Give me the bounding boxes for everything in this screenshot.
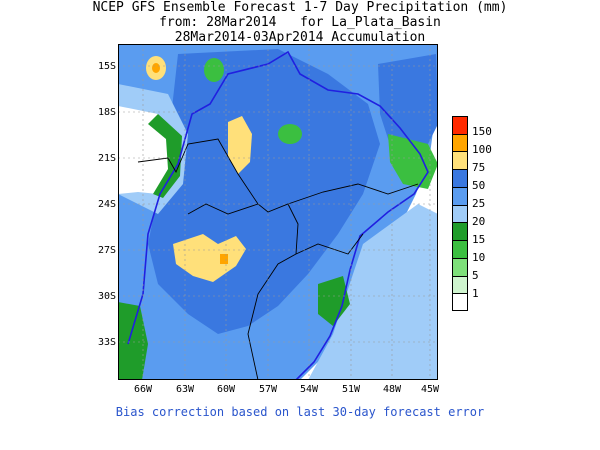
lat-label-30s: 30S [97,291,116,302]
title-line-1: NCEP GFS Ensemble Forecast 1-7 Day Preci… [92,0,508,15]
lon-label-63w: 63W [175,384,195,395]
precip-field-15-west [148,114,182,198]
precipitation-map [118,44,438,381]
legend-swatch [452,151,468,170]
lon-label-60w: 60W [216,384,236,395]
precip-spot-green-2 [204,58,224,82]
title-line-3: 28Mar2014-03Apr2014 Accumulation [174,30,426,45]
lat-label-15s: 15S [97,61,116,72]
legend-swatch [452,169,468,187]
graticule [118,44,438,380]
basin-outline [127,50,429,381]
precip-field-15-coast [318,276,350,326]
precip-max-100-nw [152,63,160,73]
lat-label-21s: 21S [97,153,116,164]
legend-label-5: 5 [472,269,479,282]
precip-max-75-chaco [173,234,246,282]
legend-swatch [452,204,468,223]
legend-swatch [452,186,468,205]
legend-label-20: 20 [472,215,486,228]
bias-correction-note: Bias correction based on last 30-day for… [115,405,485,419]
lon-label-57w: 57W [258,384,278,395]
color-legend [452,116,468,311]
legend-swatch [452,116,468,134]
legend-swatch [452,133,468,152]
precip-max-75-north [228,116,252,174]
legend-label-150: 150 [472,125,492,138]
legend-label-25: 25 [472,197,486,210]
legend-label-75: 75 [472,161,486,174]
lon-label-66w: 66W [133,384,153,395]
map-canvas [118,44,438,381]
legend-swatch [452,222,468,241]
lon-label-54w: 54W [299,384,319,395]
legend-swatch [452,293,468,311]
legend-label-1: 1 [472,287,479,300]
country-borders [137,138,419,381]
lon-label-45w: 45W [420,384,440,395]
title-line-2: from: 28Mar2014 for La_Plata_Basin [159,15,441,30]
lat-label-18s: 18S [97,107,116,118]
lon-label-48w: 48W [382,384,402,395]
precip-spot-green-1 [278,124,302,144]
precip-max-100-chaco [220,254,228,264]
precip-field-20-se [308,204,438,380]
map-frame [118,44,438,380]
legend-swatch [452,275,468,294]
legend-label-15: 15 [472,233,486,246]
lat-label-33s: 33S [97,337,116,348]
lon-label-51w: 51W [341,384,361,395]
legend-swatch [452,240,468,258]
legend-label-10: 10 [472,251,486,264]
legend-label-50: 50 [472,179,486,192]
legend-label-100: 100 [472,143,492,156]
legend-swatch [452,257,468,276]
precip-field-15-sw [118,302,148,380]
lat-label-27s: 27S [97,245,116,256]
lat-label-24s: 24S [97,199,116,210]
